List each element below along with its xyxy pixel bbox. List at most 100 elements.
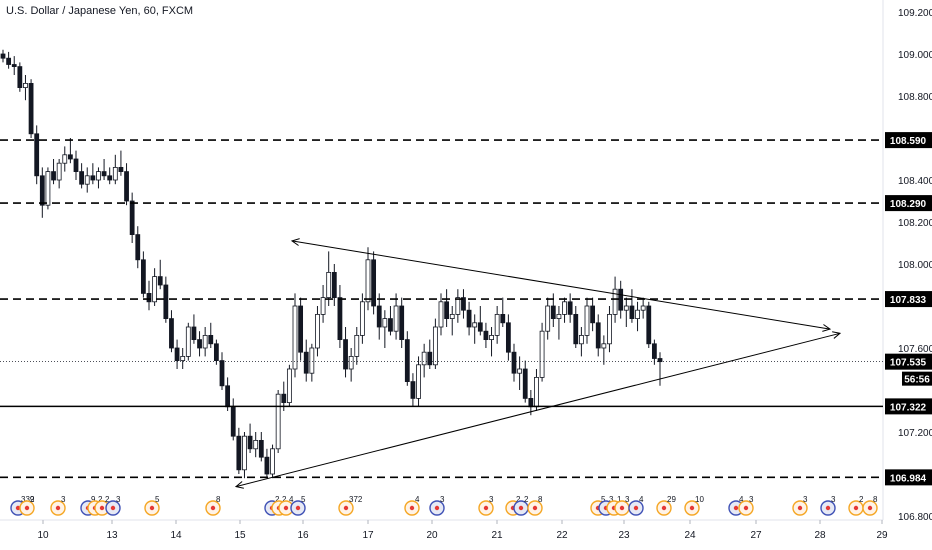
economic-event-icon[interactable]: 2: [513, 495, 529, 516]
candle-body: [315, 313, 320, 349]
trendline-arrowhead: [822, 324, 832, 332]
event-dot-icon: [24, 505, 30, 511]
economic-event-icon[interactable]: 5: [144, 495, 160, 516]
economic-event-icon[interactable]: 2: [19, 495, 35, 516]
last-price-marker: 107.535 56:56: [0, 353, 932, 386]
event-count-label: 2: [282, 495, 287, 504]
candle-body: [472, 322, 478, 328]
candle-body: [326, 271, 332, 298]
x-tick-label: 23: [618, 530, 630, 541]
economic-event-icon[interactable]: 3: [50, 495, 66, 516]
level-price-label: 107.322: [890, 402, 927, 413]
horizontal-levels[interactable]: 108.590 108.290 107.833 107.322 106.984: [0, 132, 932, 486]
candle-body: [303, 351, 309, 374]
candle: [84, 167, 90, 193]
candle-body: [635, 309, 640, 320]
economic-event-icon[interactable]: 10: [684, 495, 704, 516]
triangle-trendlines[interactable]: [234, 238, 842, 489]
candle: [483, 322, 489, 348]
economic-event-icon[interactable]: 3: [429, 495, 445, 516]
economic-event-icon[interactable]: 3: [105, 495, 121, 516]
candle-body: [157, 276, 163, 286]
candle: [180, 348, 186, 369]
candle-body: [657, 358, 663, 363]
candle: [410, 373, 416, 407]
candle-body: [253, 439, 259, 450]
x-tick-label: 27: [750, 530, 762, 541]
economic-event-icon[interactable]: 4: [628, 495, 644, 516]
candle: [444, 289, 450, 327]
candle: [34, 125, 40, 185]
candle: [236, 427, 242, 474]
candle: [359, 293, 365, 344]
candle-body: [124, 171, 129, 202]
candle-body: [73, 158, 79, 173]
event-dot-icon: [619, 505, 625, 511]
candle: [511, 343, 517, 382]
y-tick-label: 108.400: [898, 176, 932, 187]
economic-event-icon[interactable]: 4: [404, 495, 420, 516]
x-tick-label: 20: [426, 530, 438, 541]
economic-event-icon[interactable]: 8: [527, 495, 543, 516]
trendline-lower[interactable]: [234, 331, 842, 489]
candle: [505, 314, 511, 361]
candle: [39, 167, 45, 218]
candle-body: [466, 309, 472, 328]
candle: [51, 159, 56, 185]
y-tick-label: 107.200: [898, 428, 932, 439]
candle: [135, 226, 141, 269]
event-count-label: 2: [859, 495, 864, 504]
candle: [629, 289, 635, 323]
event-count-label: 2: [524, 495, 529, 504]
candle: [169, 310, 174, 353]
candle-body: [281, 393, 287, 404]
economic-event-icon[interactable]: 3: [820, 495, 836, 516]
candle: [461, 289, 466, 319]
event-count-label: 3: [440, 495, 445, 504]
candle: [208, 322, 214, 348]
y-tick-label: 108.200: [898, 218, 932, 229]
economic-event-icon[interactable]: 8: [862, 495, 878, 516]
candle: [28, 79, 34, 138]
candle-body: [528, 397, 534, 408]
economic-event-icon[interactable]: 29: [656, 495, 676, 516]
event-dot-icon: [110, 505, 116, 511]
candle: [348, 348, 354, 382]
event-count-label: 4: [289, 495, 294, 504]
candle: [258, 432, 264, 462]
candle: [56, 159, 62, 189]
candle: [545, 297, 551, 340]
time-axis[interactable]: 10 13 14 15 16 17 20 21 22 23 24 27 28 29: [37, 520, 888, 541]
economic-event-icon[interactable]: 3: [478, 495, 494, 516]
economic-event-icon[interactable]: 3: [792, 495, 808, 516]
candle: [230, 398, 236, 441]
candle-body: [45, 171, 51, 206]
candle: [562, 297, 567, 323]
trendline-upper[interactable]: [290, 238, 832, 332]
event-count-label: 3: [625, 495, 630, 504]
candle-body: [118, 166, 124, 172]
candle-body: [629, 305, 635, 320]
economic-event-icon[interactable]: 372: [338, 495, 363, 516]
candle: [343, 327, 348, 378]
economic-event-icon[interactable]: 3: [738, 495, 754, 516]
candle-body: [230, 406, 236, 437]
economic-event-icon[interactable]: 2: [848, 495, 864, 516]
candle: [202, 327, 208, 357]
candle-body: [404, 339, 410, 383]
candle-body: [573, 313, 579, 345]
candle: [163, 276, 169, 323]
candle: [11, 56, 17, 75]
economic-event-icon[interactable]: 8: [205, 495, 221, 516]
event-count-label: 3: [61, 495, 66, 504]
price-axis[interactable]: 109.200 109.000 108.800 108.400 108.200 108.0…: [898, 8, 932, 523]
candle: [427, 339, 433, 369]
economic-event-icon[interactable]: 5: [290, 495, 306, 516]
event-count-label: 2: [98, 495, 103, 504]
candle: [242, 432, 247, 479]
candle: [635, 301, 640, 332]
candle-body: [410, 381, 416, 399]
candle: [567, 293, 573, 323]
